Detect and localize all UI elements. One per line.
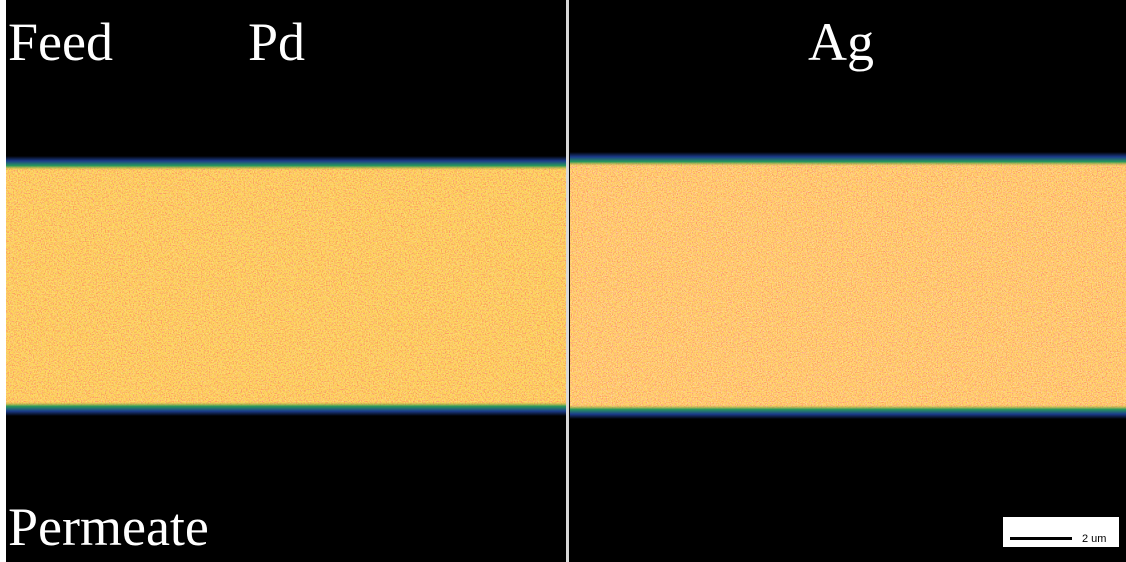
- element-label: Ag: [808, 12, 874, 72]
- scale-bar-box: [1003, 517, 1119, 547]
- left-border: [0, 0, 6, 562]
- element-label: Pd: [248, 12, 305, 72]
- scale-bar: 2 um: [1003, 517, 1119, 547]
- scale-bar-line: [1010, 537, 1072, 540]
- scale-bar-label: 2 um: [1082, 533, 1106, 545]
- pd-layer: [6, 160, 566, 412]
- feed-label: Feed: [8, 12, 113, 72]
- ag-layer: [570, 157, 1126, 415]
- permeate-label: Permeate: [8, 497, 209, 557]
- pd-edge-top: [6, 156, 566, 170]
- panel-pd: [6, 156, 566, 416]
- panel-divider: [566, 0, 569, 562]
- ag-edge-bottom: [570, 405, 1126, 419]
- ag-edge-top: [570, 152, 1126, 166]
- panel-ag: [570, 152, 1126, 419]
- pd-edge-bottom: [6, 402, 566, 416]
